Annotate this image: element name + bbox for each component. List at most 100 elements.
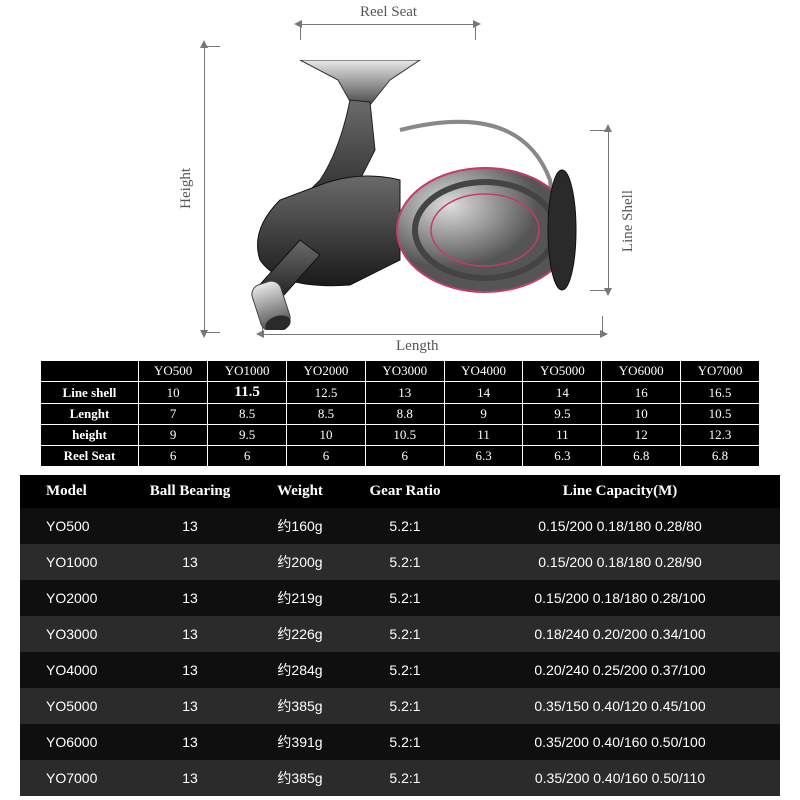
t1-cell-0-7: 16.5 <box>681 382 760 404</box>
t1-cell-0-4: 14 <box>444 382 523 404</box>
t2-row-2: YO200013约219g5.2:10.15/200 0.18/180 0.28… <box>20 580 780 616</box>
t1-h-6: YO6000 <box>602 361 681 382</box>
t2-header-row: Model Ball Bearing Weight Gear Ratio Lin… <box>20 475 780 508</box>
label-length: Length <box>396 338 439 355</box>
t2-cell-4-0: YO4000 <box>20 652 130 688</box>
t2-cell-0-1: 13 <box>130 508 250 544</box>
t2-cell-2-2: 约219g <box>250 580 350 616</box>
t1-cell-1-0: 7 <box>138 404 207 425</box>
t2-cell-2-3: 5.2:1 <box>350 580 460 616</box>
t1-cell-0-1: 11.5 <box>208 382 287 404</box>
t1-cell-3-3: 6 <box>365 446 444 467</box>
t1-cell-1-4: 9 <box>444 404 523 425</box>
t1-cell-1-5: 9.5 <box>523 404 602 425</box>
t1-cell-3-1: 6 <box>208 446 287 467</box>
t1-cell-2-1: 9.5 <box>208 425 287 446</box>
t2-cell-5-3: 5.2:1 <box>350 688 460 724</box>
t1-cell-3-7: 6.8 <box>681 446 760 467</box>
guide-length <box>262 334 602 335</box>
label-line-shell: Line Shell <box>620 190 637 252</box>
guide-rs-tick-l <box>300 22 301 40</box>
guide-len-tick-r <box>602 316 603 336</box>
t1-rowlabel-3: Reel Seat <box>41 446 139 467</box>
t2-row-0: YO50013约160g5.2:10.15/200 0.18/180 0.28/… <box>20 508 780 544</box>
t2-cell-5-2: 约385g <box>250 688 350 724</box>
guide-reel-seat <box>300 24 475 25</box>
guide-rs-tick-r <box>475 22 476 40</box>
guide-h-tick-b <box>202 332 220 333</box>
t1-cell-2-2: 10 <box>287 425 366 446</box>
t2-cell-6-3: 5.2:1 <box>350 724 460 760</box>
t2-h-lc: Line Capacity(M) <box>460 475 780 508</box>
label-reel-seat: Reel Seat <box>360 4 417 21</box>
t1-cell-0-6: 16 <box>602 382 681 404</box>
t2-row-3: YO300013约226g5.2:10.18/240 0.20/200 0.34… <box>20 616 780 652</box>
t2-cell-1-1: 13 <box>130 544 250 580</box>
t2-cell-1-3: 5.2:1 <box>350 544 460 580</box>
t1-cell-0-3: 13 <box>365 382 444 404</box>
t1-cell-2-0: 9 <box>138 425 207 446</box>
t2-h-model: Model <box>20 475 130 508</box>
t2-cell-6-4: 0.35/200 0.40/160 0.50/100 <box>460 724 780 760</box>
t1-cell-1-7: 10.5 <box>681 404 760 425</box>
t2-cell-4-3: 5.2:1 <box>350 652 460 688</box>
t1-h-2: YO2000 <box>287 361 366 382</box>
specs-table: Model Ball Bearing Weight Gear Ratio Lin… <box>20 475 780 796</box>
t1-row-1: Lenght78.58.58.899.51010.5 <box>41 404 760 425</box>
t1-h-7: YO7000 <box>681 361 760 382</box>
t1-h-3: YO3000 <box>365 361 444 382</box>
t1-h-0: YO500 <box>138 361 207 382</box>
t1-rowlabel-0: Line shell <box>41 382 139 404</box>
t2-cell-5-0: YO5000 <box>20 688 130 724</box>
t1-cell-1-6: 10 <box>602 404 681 425</box>
t2-row-1: YO100013约200g5.2:10.15/200 0.18/180 0.28… <box>20 544 780 580</box>
t2-cell-5-1: 13 <box>130 688 250 724</box>
t1-corner <box>41 361 139 382</box>
t1-cell-0-2: 12.5 <box>287 382 366 404</box>
t1-cell-1-2: 8.5 <box>287 404 366 425</box>
t2-cell-4-4: 0.20/240 0.25/200 0.37/100 <box>460 652 780 688</box>
label-height: Height <box>178 168 195 209</box>
t2-h-gr: Gear Ratio <box>350 475 460 508</box>
t2-row-6: YO600013约391g5.2:10.35/200 0.40/160 0.50… <box>20 724 780 760</box>
t2-cell-2-0: YO2000 <box>20 580 130 616</box>
t2-cell-4-2: 约284g <box>250 652 350 688</box>
t1-cell-0-5: 14 <box>523 382 602 404</box>
reel-illustration <box>220 60 600 330</box>
t2-cell-0-2: 约160g <box>250 508 350 544</box>
t2-cell-7-4: 0.35/200 0.40/160 0.50/110 <box>460 760 780 796</box>
t2-cell-1-4: 0.15/200 0.18/180 0.28/90 <box>460 544 780 580</box>
t2-h-weight: Weight <box>250 475 350 508</box>
t2-cell-4-1: 13 <box>130 652 250 688</box>
t1-h-5: YO5000 <box>523 361 602 382</box>
dimensions-table: YO500 YO1000 YO2000 YO3000 YO4000 YO5000… <box>40 360 760 467</box>
t2-cell-0-0: YO500 <box>20 508 130 544</box>
t2-cell-1-2: 约200g <box>250 544 350 580</box>
t1-h-4: YO4000 <box>444 361 523 382</box>
t2-cell-6-0: YO6000 <box>20 724 130 760</box>
t2-cell-5-4: 0.35/150 0.40/120 0.45/100 <box>460 688 780 724</box>
t1-row-2: height99.51010.511111212.3 <box>41 425 760 446</box>
t1-cell-2-3: 10.5 <box>365 425 444 446</box>
t2-cell-2-4: 0.15/200 0.18/180 0.28/100 <box>460 580 780 616</box>
t1-cell-1-1: 8.5 <box>208 404 287 425</box>
t1-cell-3-4: 6.3 <box>444 446 523 467</box>
t2-cell-0-3: 5.2:1 <box>350 508 460 544</box>
t2-cell-7-1: 13 <box>130 760 250 796</box>
t2-cell-3-4: 0.18/240 0.20/200 0.34/100 <box>460 616 780 652</box>
t2-row-5: YO500013约385g5.2:10.35/150 0.40/120 0.45… <box>20 688 780 724</box>
t1-cell-2-7: 12.3 <box>681 425 760 446</box>
guide-line-shell <box>608 130 609 290</box>
guide-height <box>204 46 205 332</box>
t2-cell-2-1: 13 <box>130 580 250 616</box>
t2-cell-3-2: 约226g <box>250 616 350 652</box>
t1-row-0: Line shell1011.512.51314141616.5 <box>41 382 760 404</box>
t1-rowlabel-1: Lenght <box>41 404 139 425</box>
t1-cell-3-6: 6.8 <box>602 446 681 467</box>
t1-header-row: YO500 YO1000 YO2000 YO3000 YO4000 YO5000… <box>41 361 760 382</box>
t1-h-1: YO1000 <box>208 361 287 382</box>
t2-cell-3-3: 5.2:1 <box>350 616 460 652</box>
dimension-diagram: Reel Seat Height Line Shell Length <box>0 0 800 360</box>
t2-cell-3-1: 13 <box>130 616 250 652</box>
t2-h-bb: Ball Bearing <box>130 475 250 508</box>
